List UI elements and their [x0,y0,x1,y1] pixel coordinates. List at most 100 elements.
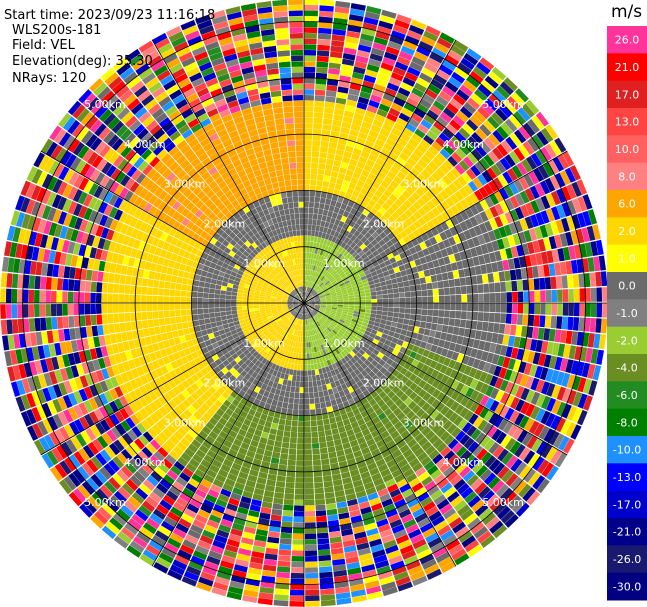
range-gate [393,312,399,318]
range-gate [231,303,237,307]
range-gate [314,95,325,102]
range-gate [306,286,309,293]
range-gate [336,143,346,151]
range-gate [402,324,409,331]
range-gate [318,22,333,29]
range-gate [492,129,505,143]
range-gate [318,549,331,556]
range-gate [356,102,368,110]
range-gate [377,73,390,82]
range-gate [163,296,169,303]
range-gate [274,588,289,596]
range-gate [328,182,336,189]
range-gate [447,49,463,62]
range-gate [443,159,454,171]
range-gate [389,244,397,252]
range-gate [421,309,428,316]
range-gate [186,297,192,303]
range-gate [443,317,450,326]
range-gate [152,303,158,311]
range-gate [343,230,350,237]
range-gate [467,294,473,303]
range-gate [146,303,153,312]
range-gate [141,295,147,303]
range-gate [337,278,343,284]
range-gate [304,527,317,534]
range-gate [466,119,479,132]
range-gate [347,239,354,246]
range-gate [512,291,518,303]
range-gate [290,578,304,585]
range-gate [202,298,209,303]
range-gate [386,284,393,290]
range-gate [322,227,328,234]
range-gate [214,307,220,313]
range-gate [317,50,330,57]
range-gate [516,314,523,325]
range-gate [304,145,312,152]
range-gate [51,277,58,290]
range-gate [385,198,394,207]
range-gate [483,120,496,133]
range-gate [499,81,514,96]
range-gate [289,392,295,398]
range-gate [312,291,317,296]
range-gate [425,276,432,284]
range-gate [118,313,125,323]
range-gate [509,269,517,281]
range-gate [309,392,314,399]
range-gate [579,288,586,302]
range-gate [448,279,455,288]
range-gate [347,212,355,220]
range-gate [544,143,557,159]
range-gate [504,324,511,335]
range-gate [307,230,312,236]
range-gate [17,304,23,318]
range-gate [304,342,307,348]
range-gate [320,453,329,460]
range-gate [550,276,557,289]
range-gate [317,280,322,286]
range-gate [483,303,490,312]
range-gate [314,295,320,299]
range-gate [462,123,475,136]
range-gate [387,288,394,294]
range-gate [420,154,432,165]
range-gate [499,157,511,171]
range-gate [420,169,431,180]
range-gate [380,62,394,72]
range-gate [413,177,423,188]
range-gate [311,224,316,231]
range-gate [585,288,591,302]
range-gate [286,380,292,387]
range-gate [342,116,353,124]
range-gate [339,263,346,269]
range-gate [397,87,411,97]
range-gate [275,435,283,442]
range-gate [301,359,304,365]
range-gate [499,213,509,226]
range-gate [410,303,417,309]
range-gate [141,278,149,287]
range-gate [311,230,316,237]
range-gate [236,296,243,300]
range-gate [400,166,410,176]
range-gate [366,105,378,114]
range-gate [62,304,68,316]
range-gate [521,159,533,173]
range-gate [460,311,467,320]
range-gate [350,234,357,242]
range-gate [349,300,355,303]
range-gate [496,85,510,100]
range-gate [382,255,389,262]
range-gate [333,17,348,25]
range-gate [305,584,319,590]
range-gate [352,272,359,278]
range-gate [489,218,498,230]
range-gate [408,205,418,214]
range-gate [304,482,314,489]
range-gate [392,317,399,323]
range-gate [304,134,313,140]
range-gate [119,322,127,332]
range-gate [108,323,115,334]
